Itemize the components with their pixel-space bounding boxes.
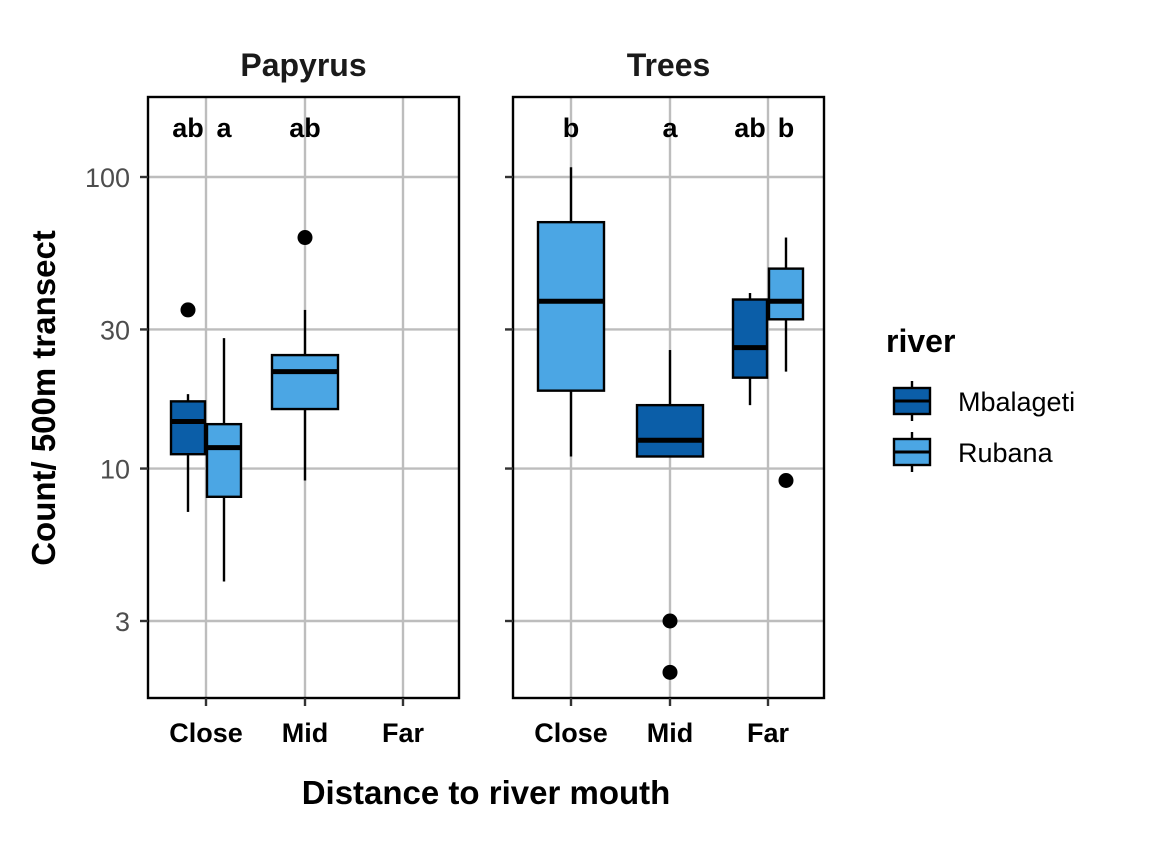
x-tick-label: Mid (647, 718, 694, 748)
legend-item-rubana: Rubana (892, 432, 1054, 472)
significance-letter: a (662, 113, 678, 143)
significance-letter: b (563, 113, 580, 143)
x-tick-label: Far (747, 718, 790, 748)
significance-letter: ab (734, 113, 766, 143)
outlier-point (180, 302, 196, 318)
legend-label: Rubana (958, 438, 1054, 468)
panel-border (511, 95, 826, 700)
y-tick-label: 100 (85, 163, 130, 193)
y-tick-label: 10 (100, 455, 130, 485)
box-close-rubana (536, 167, 606, 457)
significance-letter: ab (172, 113, 204, 143)
box-iqr (205, 422, 243, 499)
y-axis: 3 10 30 100 (85, 163, 130, 637)
box-iqr (169, 400, 207, 456)
panel-border (146, 95, 461, 700)
box-close-mbalageti (169, 302, 207, 512)
box-far-mbalageti (731, 293, 769, 406)
facet-title: Trees (627, 47, 711, 83)
y-axis-title: Count/ 500m transect (25, 230, 62, 566)
significance-letter: a (216, 113, 232, 143)
box-mid-rubana (270, 230, 340, 481)
y-tick-label: 3 (115, 607, 130, 637)
box-iqr (731, 298, 769, 379)
x-tick-label: Far (382, 718, 425, 748)
box-iqr (767, 267, 805, 321)
x-axis-title: Distance to river mouth (302, 774, 671, 811)
outlier-point (297, 230, 313, 246)
box-close-rubana (205, 338, 243, 582)
significance-letter: ab (289, 113, 321, 143)
box-iqr (635, 403, 705, 458)
legend-title: river (886, 323, 955, 359)
x-tick-label: Mid (282, 718, 329, 748)
y-tick-label: 30 (100, 315, 130, 345)
outlier-point (662, 664, 678, 680)
outlier-point (778, 472, 794, 488)
box-iqr (536, 220, 606, 392)
facet-title: Papyrus (240, 47, 366, 83)
box-mid-mbalageti (635, 350, 705, 680)
grid (513, 97, 824, 698)
outlier-point (662, 613, 678, 629)
legend-item-mbalageti: Mbalageti (892, 381, 1075, 421)
significance-letter: b (778, 113, 795, 143)
x-tick-label: Close (169, 718, 243, 748)
box-far-rubana (767, 237, 805, 488)
legend-label: Mbalageti (958, 387, 1075, 417)
box-iqr (270, 353, 340, 411)
x-tick-label: Close (534, 718, 608, 748)
